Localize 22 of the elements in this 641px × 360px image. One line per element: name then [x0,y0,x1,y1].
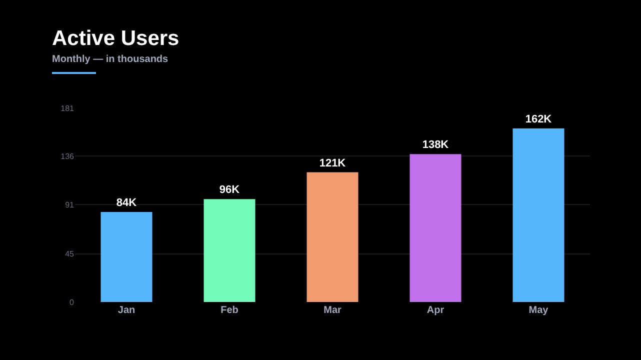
chart-title: Active Users [52,27,180,51]
x-tick-label: Mar [324,305,342,316]
data-label: 84K [116,196,137,209]
y-tick-label: 136 [60,152,75,162]
y-tick-label: 181 [60,104,75,113]
bar [410,154,462,302]
x-tick-label: Jan [118,305,136,316]
data-label: 138K [422,139,449,152]
data-label: 162K [525,113,552,126]
bar [100,212,152,302]
bar [306,172,358,302]
y-tick-label: 0 [70,298,75,307]
data-label: 96K [219,184,240,196]
x-tick-label: Feb [220,305,238,316]
bar [204,199,256,302]
data-label: 121K [319,157,346,170]
y-tick-label: 45 [65,250,75,259]
x-tick-label: May [528,305,549,316]
bar [512,128,564,302]
x-tick-label: Apr [426,305,444,316]
chart-subtitle: Monthly — in thousands [52,54,168,65]
y-tick-label: 91 [65,200,75,210]
